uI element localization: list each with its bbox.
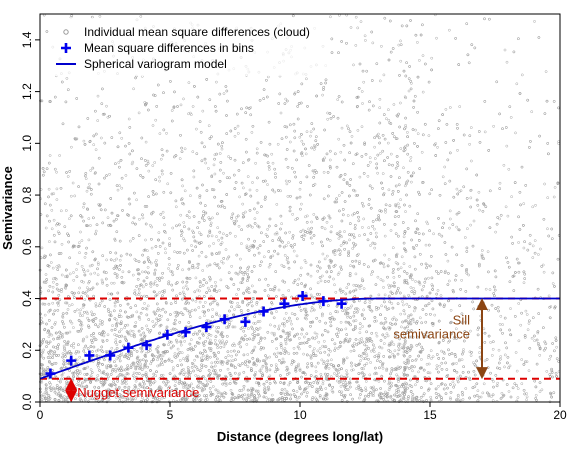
- x-tick-label: 20: [553, 408, 567, 422]
- x-tick-label: 0: [37, 408, 44, 422]
- y-tick-label: 0.2: [20, 342, 34, 359]
- x-axis-label: Distance (degrees long/lat): [217, 429, 383, 444]
- y-tick-label: 0.6: [20, 238, 34, 255]
- x-tick-label: 15: [423, 408, 437, 422]
- legend-label: Individual mean square differences (clou…: [84, 25, 310, 39]
- y-tick-label: 1.2: [20, 83, 34, 100]
- y-tick-label: 0.4: [20, 290, 34, 307]
- legend-label: Spherical variogram model: [84, 57, 227, 71]
- x-tick-label: 10: [293, 408, 307, 422]
- nugget-label: Nugget semivariance: [77, 385, 199, 400]
- y-tick-label: 1.0: [20, 135, 34, 152]
- sill-label-line2: semivariance: [393, 327, 470, 342]
- legend-label: Mean square differences in bins: [84, 41, 254, 55]
- y-tick-label: 0.8: [20, 186, 34, 203]
- y-axis-label: Semivariance: [0, 166, 15, 250]
- sill-label-line1: Sill: [453, 312, 470, 327]
- legend: Individual mean square differences (clou…: [50, 18, 330, 76]
- y-tick-label: 1.4: [20, 31, 34, 48]
- x-tick-label: 5: [167, 408, 174, 422]
- y-tick-label: 0.0: [20, 393, 34, 410]
